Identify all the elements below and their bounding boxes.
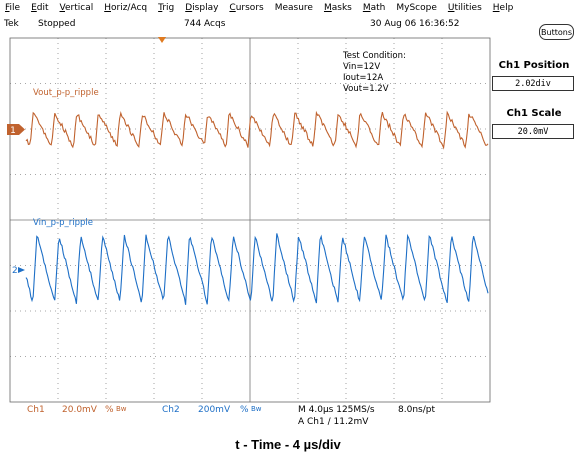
- menu-item-mnemonic: U: [447, 3, 455, 13]
- menu-item-utilities[interactable]: Utilities: [448, 3, 482, 13]
- menu-item-display[interactable]: Display: [185, 3, 218, 13]
- menu-item-myscope[interactable]: MyScope: [396, 3, 437, 13]
- menu-item-vertical[interactable]: Vertical: [60, 3, 94, 13]
- menu-item-measure[interactable]: Measure: [275, 3, 313, 13]
- menu-item-label: oriz/Acq: [111, 3, 148, 13]
- test-condition-vout: Vout=1.2V: [343, 84, 389, 94]
- ch1-bandwidth-readout: Bw: [116, 405, 127, 413]
- menu-item-mnemonic: H: [104, 3, 111, 13]
- menu-item-mnemonic: H: [492, 3, 500, 13]
- menu-item-label: dit: [36, 3, 49, 13]
- menu-item-horiz-acq[interactable]: Horiz/Acq: [104, 3, 147, 13]
- test-condition-title: Test Condition:: [342, 51, 406, 61]
- menu-item-label: ath: [370, 3, 386, 13]
- ch1-coupling-icon: %: [105, 405, 114, 415]
- ch2-trace-label: Vin_p-p_ripple: [33, 218, 93, 228]
- trigger-readout[interactable]: A Ch1 ∕ 11.2mV: [298, 417, 369, 427]
- menu-item-trig[interactable]: Trig: [158, 3, 174, 13]
- ch1-readout[interactable]: Ch1: [27, 405, 45, 415]
- sample-interval-readout: 8.0ns/pt: [398, 405, 435, 415]
- menu-item-cursors[interactable]: Cursors: [229, 3, 263, 13]
- ch2-ground-marker[interactable]: 2: [12, 266, 25, 276]
- acq-state: Stopped: [38, 19, 76, 29]
- menu-item-mnemonic: E: [31, 3, 37, 13]
- menu-item-label: MyScope: [396, 3, 437, 13]
- menu-item-masks[interactable]: Masks: [324, 3, 352, 13]
- menu-item-label: asks: [331, 3, 352, 13]
- ch1-marker-label: 1: [10, 126, 16, 136]
- menu-item-mnemonic: F: [5, 3, 10, 13]
- menu-item-mnemonic: V: [59, 3, 65, 13]
- menu-item-math[interactable]: Math: [363, 3, 386, 13]
- test-condition-iout: Iout=12A: [343, 73, 383, 83]
- menu-item-label: isplay: [192, 3, 219, 13]
- menu-item-mnemonic: D: [185, 3, 193, 13]
- ch2-coupling-icon: %: [240, 405, 249, 415]
- graticule-frame: [9, 37, 491, 403]
- test-condition-vin: Vin=12V: [343, 62, 380, 72]
- menu-item-label: ile: [9, 3, 21, 13]
- menu-item-mnemonic: T: [158, 3, 163, 13]
- buttons-button[interactable]: Buttons: [539, 24, 574, 40]
- menu-item-label: ursors: [235, 3, 264, 13]
- status-bar: Tek Stopped 744 Acqs 30 Aug 06 16:36:52: [0, 17, 490, 31]
- ch2-bandwidth-readout: Bw: [251, 405, 262, 413]
- menu-item-label: ertical: [64, 3, 94, 13]
- menu-item-label: elp: [499, 3, 514, 13]
- time-axis-caption: t - Time - 4 µs/div: [235, 437, 341, 452]
- ch1-ground-marker[interactable]: 1: [7, 124, 25, 136]
- ch2-waveform: [25, 233, 489, 305]
- menu-item-mnemonic: M: [323, 3, 332, 13]
- test-condition-note: Test Condition: Vin=12V Iout=12A Vout=1.…: [342, 51, 406, 94]
- menu-item-help[interactable]: Help: [493, 3, 514, 13]
- ch2-scale-readout[interactable]: 200mV: [198, 405, 231, 415]
- ch1-waveform: [25, 110, 489, 150]
- menu-item-label: rig: [162, 3, 175, 13]
- date-time: 30 Aug 06 16:36:52: [370, 19, 460, 29]
- menu-item-edit[interactable]: Edit: [31, 3, 48, 13]
- acq-count: 744 Acqs: [184, 19, 226, 29]
- readout-bar: Ch1 20.0mV % Bw Ch2 200mV % Bw M 4.0µs 1…: [0, 404, 490, 432]
- menu-item-label: Measure: [274, 3, 313, 13]
- ch2-readout[interactable]: Ch2: [162, 405, 180, 415]
- ch2-marker-label: 2: [12, 266, 18, 276]
- menu-bar: File Edit Vertical Horiz/Acq Trig Display Curs…: [0, 0, 576, 16]
- menu-item-label: tilities: [454, 3, 482, 13]
- ch1-scale-title: Ch1 Scale: [506, 108, 562, 119]
- ch1-scale-readout[interactable]: 20.0mV: [62, 405, 97, 415]
- menu-item-file[interactable]: File: [5, 3, 20, 13]
- ch1-trace-label: Vout_p-p_ripple: [33, 88, 99, 98]
- ch1-position-value[interactable]: 2.02div: [492, 76, 574, 91]
- menu-item-mnemonic: M: [362, 3, 371, 13]
- ch1-scale-value[interactable]: 20.0mV: [492, 124, 574, 139]
- trigger-position-marker: [158, 37, 166, 43]
- menu-item-mnemonic: C: [229, 3, 236, 13]
- brand-label: Tek: [4, 19, 19, 29]
- horizontal-readout[interactable]: M 4.0µs 125MS/s: [298, 405, 375, 415]
- ch1-position-title: Ch1 Position: [498, 60, 570, 71]
